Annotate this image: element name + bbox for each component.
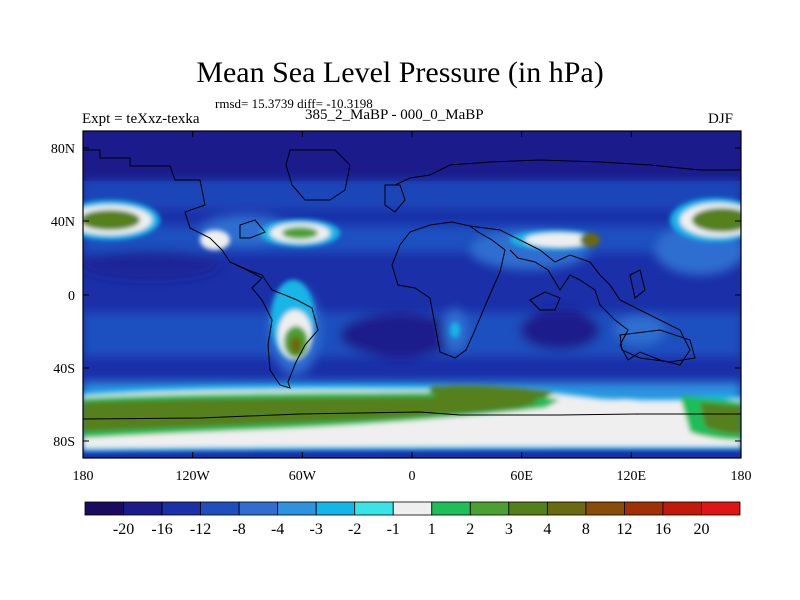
colorbar-label: -16 — [151, 521, 172, 538]
x-tick-label: 180 — [731, 469, 752, 484]
colorbar-label: 20 — [693, 521, 709, 538]
comparison-label: 385_2_MaBP - 000_0_MaBP — [305, 107, 484, 123]
colorbar-swatch — [508, 501, 548, 516]
season-label: DJF — [708, 111, 734, 127]
colorbar-swatch — [392, 501, 433, 516]
colorbar-label: 2 — [466, 521, 474, 538]
y-tick-label: 0 — [68, 289, 75, 304]
x-tick-label: 120E — [617, 469, 647, 484]
colorbar-label: -1 — [387, 521, 400, 538]
colorbar-swatch — [161, 501, 201, 516]
colorbar-label: -20 — [113, 521, 134, 538]
colorbar-label: -2 — [348, 521, 361, 538]
experiment-label: Expt = teXxz-texka — [82, 111, 200, 127]
colorbar-swatch — [546, 501, 587, 516]
y-tick-label: 80N — [51, 142, 75, 157]
colorbar-swatch — [354, 501, 394, 516]
x-tick-label: 60E — [510, 469, 533, 484]
colorbar-swatch — [277, 501, 317, 516]
pressure-field — [83, 131, 741, 458]
colorbar-swatch — [585, 501, 625, 516]
colorbar-swatch — [123, 501, 163, 516]
y-tick-label: 40S — [53, 362, 75, 377]
colorbar-swatch — [238, 501, 279, 516]
map-axes: 80N 40N 0 40S 80S 180 120W 60W 0 60E 120E 180 — [51, 131, 752, 484]
x-tick-label: 180 — [73, 469, 94, 484]
stats-text: rmsd= 15.3739 diff= -10.3198 — [215, 96, 373, 111]
colorbar-label: -12 — [190, 521, 211, 538]
colorbar-label: -3 — [310, 521, 323, 538]
y-tick-label: 40N — [51, 215, 75, 230]
colorbar-swatch — [469, 501, 510, 516]
x-tick-label: 60W — [289, 469, 317, 484]
x-tick-label: 120W — [176, 469, 211, 484]
x-tick-label: 0 — [409, 469, 416, 484]
colorbar-label: 1 — [428, 521, 436, 538]
colorbar-swatch — [662, 501, 702, 516]
colorbar-label: -8 — [232, 521, 245, 538]
colorbar-label: 12 — [616, 521, 632, 538]
colorbar-label: 3 — [505, 521, 513, 538]
coastlines — [83, 149, 741, 420]
colorbar-label: 8 — [582, 521, 590, 538]
colorbar-label: -4 — [271, 521, 284, 538]
colorbar-label: 16 — [655, 521, 671, 538]
colorbar-swatch — [200, 501, 240, 516]
colorbar-label: 4 — [543, 521, 551, 538]
y-tick-label: 80S — [53, 435, 75, 450]
colorbar-swatch — [315, 501, 356, 516]
colorbar: -20 -16 -12 -8 -4 -3 -2 -1 1 2 3 4 8 12 16 20 — [84, 501, 741, 538]
map-title: Mean Sea Level Pressure (in hPa) — [196, 56, 604, 89]
colorbar-swatch — [624, 501, 664, 516]
colorbar-swatch — [84, 501, 124, 516]
colorbar-swatch — [431, 501, 471, 516]
colorbar-swatch — [701, 501, 741, 516]
